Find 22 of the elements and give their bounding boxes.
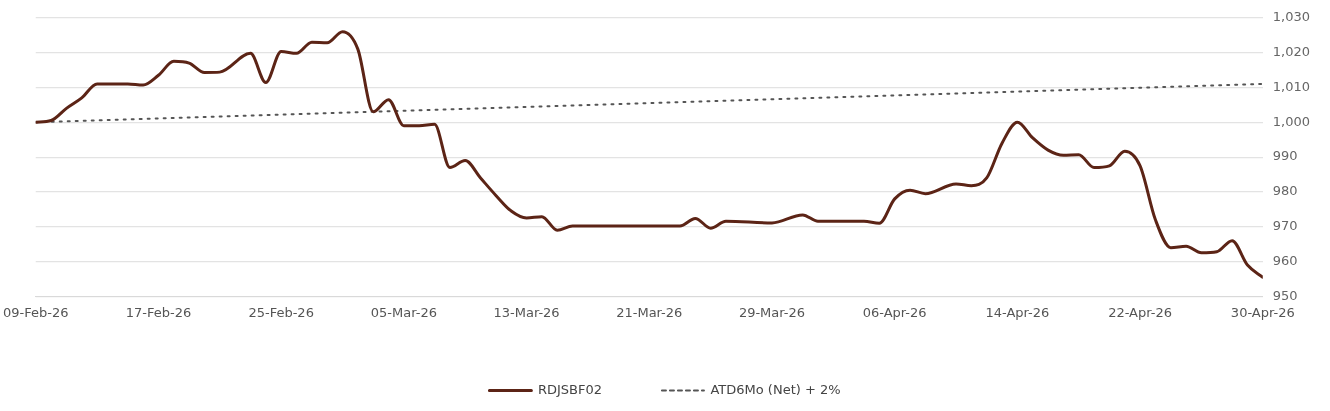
x-tick-label: 17-Feb-26 [125, 304, 192, 320]
x-tick-label: 09-Feb-26 [3, 304, 69, 320]
y-tick-label: 980 [1272, 183, 1298, 199]
x-tick-label: 25-Feb-26 [248, 304, 314, 320]
legend-label: ATD6Mo (Net) + 2% [710, 381, 841, 397]
y-tick-label: 1,010 [1272, 78, 1310, 94]
y-tick-label: 950 [1272, 287, 1298, 303]
legend-label: RDJSBF02 [537, 381, 602, 397]
y-tick-label: 1,000 [1272, 113, 1310, 129]
x-tick-label: 21-Mar-26 [616, 304, 683, 320]
y-tick-label: 990 [1272, 148, 1298, 164]
x-tick-label: 05-Mar-26 [370, 304, 437, 320]
x-tick-label: 06-Apr-26 [862, 304, 927, 320]
x-tick-label: 29-Mar-26 [738, 304, 806, 320]
y-tick-label: 1,020 [1272, 44, 1310, 59]
x-tick-label: 13-Mar-26 [493, 304, 560, 320]
x-tick-label: 30-Apr-26 [1230, 304, 1295, 320]
x-tick-label: 22-Apr-26 [1108, 304, 1172, 320]
y-tick-label: 960 [1272, 252, 1298, 268]
x-tick-label: 14-Apr-26 [985, 304, 1050, 320]
y-tick-label: 1,030 [1272, 9, 1310, 25]
y-tick-label: 970 [1272, 218, 1298, 234]
